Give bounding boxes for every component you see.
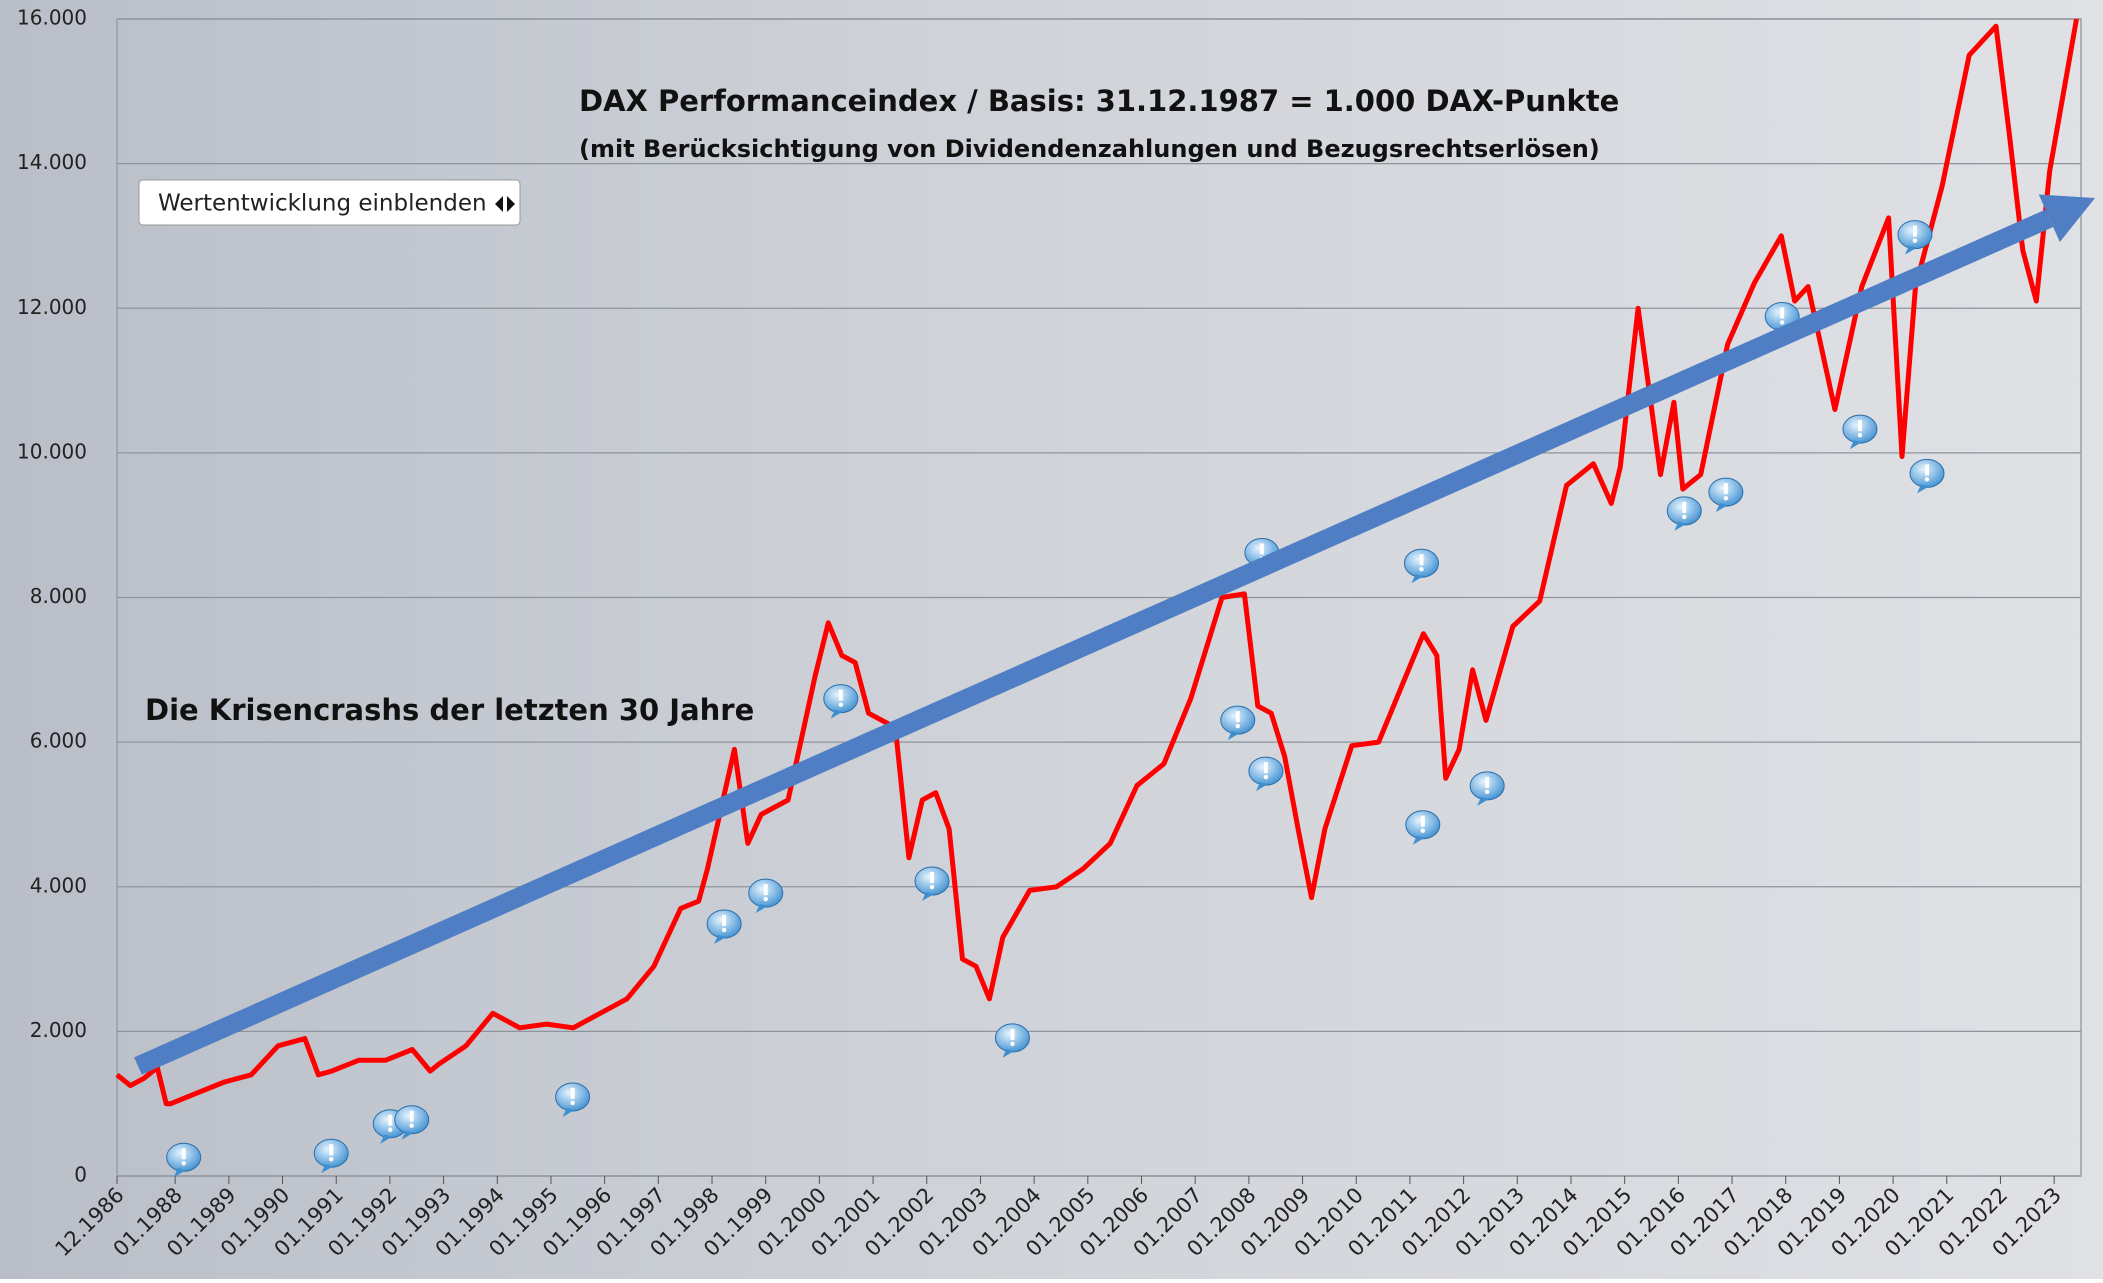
marker-bang bbox=[571, 1088, 575, 1099]
annotation: Die Krisencrashs der letzten 30 Jahre bbox=[145, 693, 754, 727]
button[interactable]: Wertentwicklung einblenden bbox=[139, 180, 520, 225]
marker-bang bbox=[182, 1148, 186, 1159]
y-tick-label: 6.000 bbox=[30, 729, 87, 753]
chart-subtitle: (mit Berücksichtigung von Dividendenzahl… bbox=[579, 135, 1600, 163]
chart: DAX Performanceindex / Basis: 31.12.1987… bbox=[0, 0, 2103, 1279]
chart-title: DAX Performanceindex / Basis: 31.12.1987… bbox=[579, 84, 1619, 118]
marker-bang bbox=[1858, 420, 1862, 431]
marker-bang bbox=[1724, 483, 1728, 494]
marker-dot bbox=[1421, 829, 1425, 833]
marker-dot bbox=[182, 1161, 186, 1165]
marker-dot bbox=[1858, 433, 1862, 437]
marker-dot bbox=[388, 1128, 392, 1132]
y-tick-label: 8.000 bbox=[30, 584, 87, 608]
marker-dot bbox=[1925, 477, 1929, 481]
marker-dot bbox=[1724, 496, 1728, 500]
marker-dot bbox=[722, 928, 726, 932]
marker-dot bbox=[1682, 515, 1686, 519]
marker-bang bbox=[329, 1144, 333, 1155]
marker-bang bbox=[722, 915, 726, 926]
marker-bang bbox=[1485, 777, 1489, 788]
marker-dot bbox=[329, 1157, 333, 1161]
marker-dot bbox=[1485, 790, 1489, 794]
marker-bang bbox=[1260, 543, 1264, 554]
marker-bang bbox=[1682, 502, 1686, 513]
y-tick-label: 2.000 bbox=[30, 1018, 87, 1042]
marker-dot bbox=[1264, 775, 1268, 779]
y-tick-label: 12.000 bbox=[17, 295, 87, 319]
marker-bang bbox=[1780, 307, 1784, 318]
marker-dot bbox=[1419, 567, 1423, 571]
y-tick-label: 16.000 bbox=[17, 6, 87, 30]
marker-bang bbox=[839, 690, 843, 701]
marker-bang bbox=[1010, 1029, 1014, 1040]
marker-bang bbox=[410, 1111, 414, 1122]
marker-dot bbox=[1236, 724, 1240, 728]
marker-dot bbox=[1780, 320, 1784, 324]
page: DAX Performanceindex / Basis: 31.12.1987… bbox=[0, 0, 2103, 1279]
marker-dot bbox=[764, 897, 768, 901]
y-tick-label: 10.000 bbox=[17, 439, 87, 463]
marker-dot bbox=[570, 1101, 574, 1105]
marker-dot bbox=[1010, 1042, 1014, 1046]
button-label[interactable]: Wertentwicklung einblenden bbox=[158, 191, 487, 217]
marker-dot bbox=[839, 702, 843, 706]
y-tick-label: 14.000 bbox=[17, 150, 87, 174]
marker-bang bbox=[930, 872, 934, 883]
marker-bang bbox=[764, 884, 768, 895]
marker-dot bbox=[930, 885, 934, 889]
marker-bang bbox=[1264, 762, 1268, 773]
marker-bang bbox=[388, 1115, 392, 1126]
marker-bang bbox=[1419, 554, 1423, 565]
marker-dot bbox=[1913, 238, 1917, 242]
marker-bang bbox=[1925, 464, 1929, 475]
marker-bang bbox=[1236, 711, 1240, 722]
y-tick-label: 4.000 bbox=[30, 873, 87, 897]
y-tick-label: 0 bbox=[74, 1163, 87, 1187]
marker-dot bbox=[409, 1124, 413, 1128]
marker-bang bbox=[1913, 226, 1917, 237]
marker-bang bbox=[1421, 816, 1425, 827]
